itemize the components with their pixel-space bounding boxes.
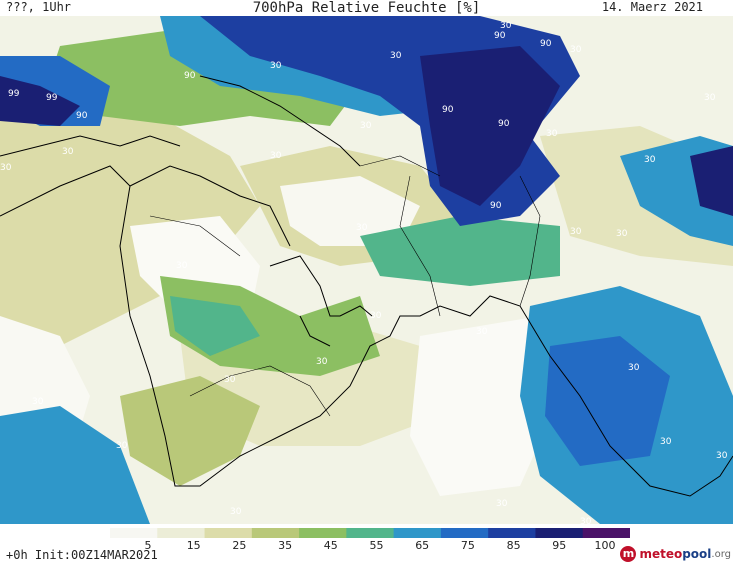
svg-text:30: 30 <box>570 45 582 55</box>
svg-text:30: 30 <box>580 517 592 524</box>
color-scale-tick-label: 65 <box>415 539 430 552</box>
svg-text:90: 90 <box>490 201 502 211</box>
color-scale-segment <box>535 528 584 538</box>
color-scale-segment <box>346 528 395 538</box>
svg-text:99: 99 <box>46 93 58 103</box>
humidity-map-svg: 30 30 30 30 30 30 30 30 30 30 30 30 30 3… <box>0 16 733 524</box>
svg-text:30: 30 <box>476 327 488 337</box>
humidity-field-navy-core <box>420 46 560 206</box>
svg-text:30: 30 <box>496 499 508 509</box>
svg-text:90: 90 <box>494 31 506 41</box>
svg-text:30: 30 <box>224 375 236 385</box>
color-scale-tick-label: 25 <box>232 539 247 552</box>
humidity-map: 30 30 30 30 30 30 30 30 30 30 30 30 30 3… <box>0 16 733 524</box>
humidity-field-green-band <box>360 216 560 286</box>
svg-text:30: 30 <box>316 357 328 367</box>
svg-text:99: 99 <box>8 89 20 99</box>
meteopool-logo[interactable]: m meteo pool .org <box>620 546 731 562</box>
color-scale-tick-label: 85 <box>506 539 521 552</box>
humidity-field-navy-west <box>0 76 80 126</box>
svg-text:90: 90 <box>498 119 510 129</box>
color-scale-tick-label: 15 <box>186 539 201 552</box>
svg-text:30: 30 <box>270 151 282 161</box>
color-scale-segment <box>110 528 158 538</box>
meteopool-logo-icon: m <box>620 546 637 562</box>
svg-text:90: 90 <box>442 105 454 115</box>
color-scale-tick-label: 45 <box>323 539 338 552</box>
svg-text:30: 30 <box>370 311 382 321</box>
svg-text:30: 30 <box>360 121 372 131</box>
color-scale-tick-label: 95 <box>552 539 567 552</box>
color-scale-bar <box>110 528 630 538</box>
logo-text-part3: .org <box>711 548 731 560</box>
color-scale-tick-label: 5 <box>144 539 152 552</box>
svg-text:30: 30 <box>116 441 128 451</box>
svg-text:30: 30 <box>704 93 716 103</box>
color-scale-tick-label: 55 <box>369 539 384 552</box>
svg-text:30: 30 <box>716 451 728 461</box>
forecast-date: 14. Maerz 2021 <box>601 0 703 14</box>
isoline-labels: 30 30 30 30 30 30 30 30 30 30 30 30 30 3… <box>0 21 728 524</box>
color-scale-tick-label: 75 <box>460 539 475 552</box>
svg-text:30: 30 <box>356 223 368 233</box>
svg-text:30: 30 <box>176 261 188 271</box>
svg-text:30: 30 <box>616 229 628 239</box>
svg-text:90: 90 <box>76 111 88 121</box>
color-scale-segment <box>251 528 300 538</box>
svg-text:30: 30 <box>390 51 402 61</box>
forecast-time-label: ???, 1Uhr <box>6 0 72 14</box>
color-scale-segment <box>488 528 536 538</box>
svg-text:30: 30 <box>570 227 582 237</box>
svg-text:30: 30 <box>628 363 640 373</box>
humidity-field-navy-east <box>690 146 733 216</box>
svg-text:30: 30 <box>0 163 12 173</box>
coastlines <box>0 75 733 497</box>
logo-text-part1: meteo <box>639 547 683 561</box>
svg-text:30: 30 <box>660 437 672 447</box>
svg-text:30: 30 <box>62 147 74 157</box>
svg-text:30: 30 <box>500 21 512 31</box>
humidity-field-dry-iran <box>280 176 420 246</box>
humidity-field-dry-sea <box>410 316 560 496</box>
svg-text:30: 30 <box>546 129 558 139</box>
color-scale-segment <box>393 528 442 538</box>
humidity-field-green-southwest <box>120 376 260 486</box>
color-scale-tick-label: 35 <box>278 539 293 552</box>
svg-text:30: 30 <box>644 155 656 165</box>
color-scale-segment <box>157 528 206 538</box>
country-borders <box>149 155 541 417</box>
svg-text:90: 90 <box>540 39 552 49</box>
color-scale-segment <box>582 528 630 538</box>
model-run-info: +0h Init:00Z14MAR2021 <box>6 548 158 562</box>
color-scale-segment <box>299 528 347 538</box>
humidity-field-blue-southwest <box>0 406 150 524</box>
color-scale-tick-label: 100 <box>594 539 616 552</box>
svg-text:90: 90 <box>184 71 196 81</box>
svg-text:30: 30 <box>230 507 242 517</box>
color-scale-segment <box>440 528 489 538</box>
humidity-field-teal-mid <box>170 296 260 356</box>
color-scale-segment <box>204 528 253 538</box>
logo-text-part2: pool <box>682 547 712 561</box>
map-title: 700hPa Relative Feuchte [%] <box>252 0 481 16</box>
svg-text:30: 30 <box>270 61 282 71</box>
svg-text:30: 30 <box>32 397 44 407</box>
humidity-field-blue-india-core <box>545 336 670 466</box>
